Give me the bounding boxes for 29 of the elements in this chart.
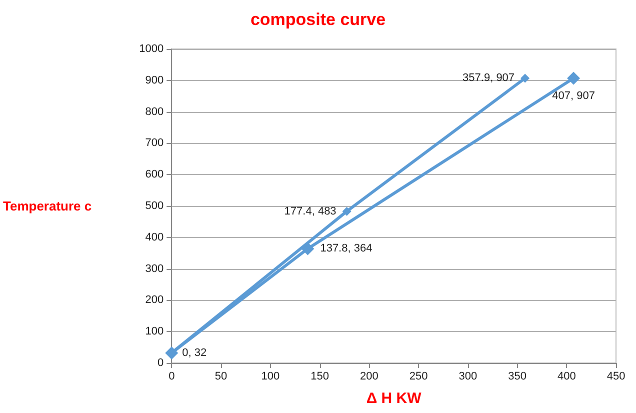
x-tick-label: 350: [508, 370, 526, 382]
y-tick-label: 600: [145, 168, 164, 181]
y-tick-label: 300: [145, 262, 164, 275]
x-tick-label: 300: [458, 370, 478, 382]
data-label: 407, 907: [552, 90, 595, 102]
x-axis-title: Δ H KW: [366, 390, 422, 407]
data-label: 137.8, 364: [320, 242, 372, 255]
y-tick-label: 200: [145, 294, 164, 306]
y-tick-label: 800: [145, 106, 164, 118]
x-tick-label: 200: [360, 370, 378, 382]
x-tick-label: 100: [261, 370, 280, 382]
chart-title: composite curve: [250, 10, 386, 29]
y-tick-label: 0: [158, 357, 164, 369]
x-tick-label: 400: [557, 370, 576, 382]
y-tick-label: 700: [145, 137, 164, 150]
y-tick-label: 100: [145, 326, 164, 338]
y-tick-label: 1000: [139, 43, 164, 55]
x-tick-label: 250: [409, 370, 428, 382]
x-tick-label: 0: [168, 370, 175, 382]
data-label: 177.4, 483: [284, 205, 336, 218]
x-tick-label: 450: [606, 370, 626, 382]
y-tick-label: 500: [145, 200, 164, 212]
data-label: 0, 32: [182, 346, 207, 359]
y-axis-title: Temperature c: [2, 198, 92, 214]
y-tick-label: 900: [145, 74, 164, 86]
x-tick-label: 150: [310, 370, 329, 382]
x-tick-label: 50: [214, 370, 228, 382]
y-tick-label: 400: [145, 231, 164, 244]
data-label: 357.9, 907: [462, 72, 515, 84]
